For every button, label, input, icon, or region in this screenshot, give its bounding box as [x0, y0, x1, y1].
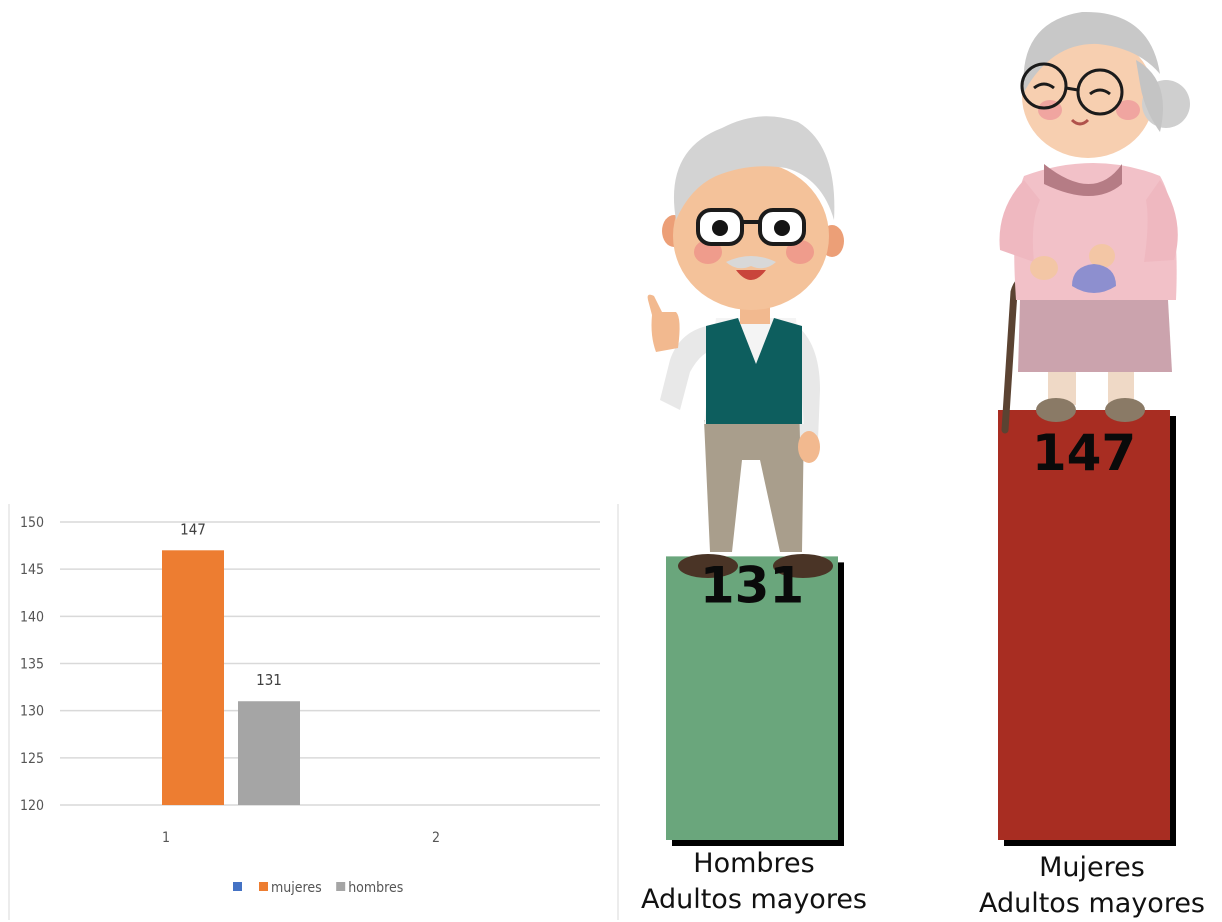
man-vest [706, 318, 802, 424]
woman-purse [1072, 264, 1116, 293]
man-thumbs-up-hand [647, 294, 680, 352]
y-axis-tick-labels: 150 145 140 135 130 125 120 [20, 515, 44, 814]
podium-caption-women: Mujeres Adultos mayores [962, 850, 1222, 922]
woman-glasses-bridge [1065, 86, 1079, 92]
y-tick-label: 150 [20, 515, 44, 531]
y-tick-label: 130 [20, 704, 44, 720]
gridlines [60, 521, 600, 806]
bars [162, 550, 300, 805]
woman-right-eye [1089, 88, 1111, 96]
man-right-pupil [774, 220, 790, 236]
y-tick-label: 125 [20, 751, 44, 767]
y-tick-label: 120 [20, 798, 44, 814]
woman-right-hand [1089, 244, 1115, 268]
podium-caption-men: Hombres Adultos mayores [620, 846, 888, 918]
podium-value-label: 131 [700, 556, 804, 614]
caption-women-line1: Mujeres [1039, 852, 1145, 883]
podium-value-label: 147 [1032, 424, 1136, 482]
man-right-hand [798, 431, 820, 463]
man-trousers [704, 420, 804, 552]
woman-right-shoe [1105, 398, 1145, 422]
legend-label: mujeres [271, 880, 322, 896]
woman-left-eye [1033, 82, 1055, 90]
man-mouth [736, 270, 766, 280]
woman-right-sleeve [1144, 180, 1178, 262]
podium-bar-men [666, 556, 838, 840]
woman-skirt [1018, 300, 1172, 372]
y-tick-label: 145 [20, 562, 44, 578]
podium-bar-women [998, 410, 1170, 840]
woman-left-hand [1030, 256, 1058, 280]
woman-collar [1044, 164, 1122, 196]
woman-face [1022, 34, 1154, 158]
data-label: 131 [256, 671, 282, 689]
man-left-shoe [678, 554, 738, 578]
man-face [673, 162, 829, 310]
data-labels: 147 131 [180, 520, 282, 689]
bar-mujeres [162, 550, 224, 805]
woman-left-shoe [1036, 398, 1076, 422]
x-category-label: 1 [162, 830, 170, 846]
podium-infographic: 131 147 [647, 11, 1190, 846]
legend-swatch [259, 882, 268, 891]
man-right-shoe [773, 554, 833, 578]
legend-label: hombres [348, 880, 403, 896]
man-mustache [726, 256, 776, 269]
bar-hombres [238, 701, 300, 805]
man-left-arm [660, 325, 716, 410]
legend: mujeres hombres [233, 880, 403, 896]
legend-swatch [233, 882, 242, 891]
caption-women-line2: Adultos mayores [978, 888, 1206, 919]
data-label: 147 [180, 520, 206, 538]
podiums [666, 410, 1176, 846]
woman-mouth [1070, 118, 1090, 126]
man-hair [673, 116, 835, 220]
caption-men-line2: Adultos mayores [640, 884, 868, 915]
elderly-man-illustration [647, 116, 844, 578]
woman-glasses-right-lens [1076, 68, 1124, 116]
man-left-pupil [712, 220, 728, 236]
caption-men-line1: Hombres [693, 848, 815, 879]
woman-right-cheek [1116, 100, 1140, 120]
legend-swatch [336, 882, 346, 891]
elderly-woman-illustration [999, 11, 1190, 434]
podium-value-labels: 131 147 [700, 424, 1136, 614]
y-tick-label: 135 [20, 657, 44, 673]
woman-hair [1023, 11, 1160, 93]
woman-glasses-left-lens [1020, 62, 1068, 110]
y-tick-label: 140 [20, 609, 44, 625]
x-category-label: 2 [432, 830, 440, 846]
woman-left-sleeve [999, 180, 1040, 262]
man-right-cheek [786, 240, 814, 264]
woman-side-hair [1136, 60, 1163, 132]
